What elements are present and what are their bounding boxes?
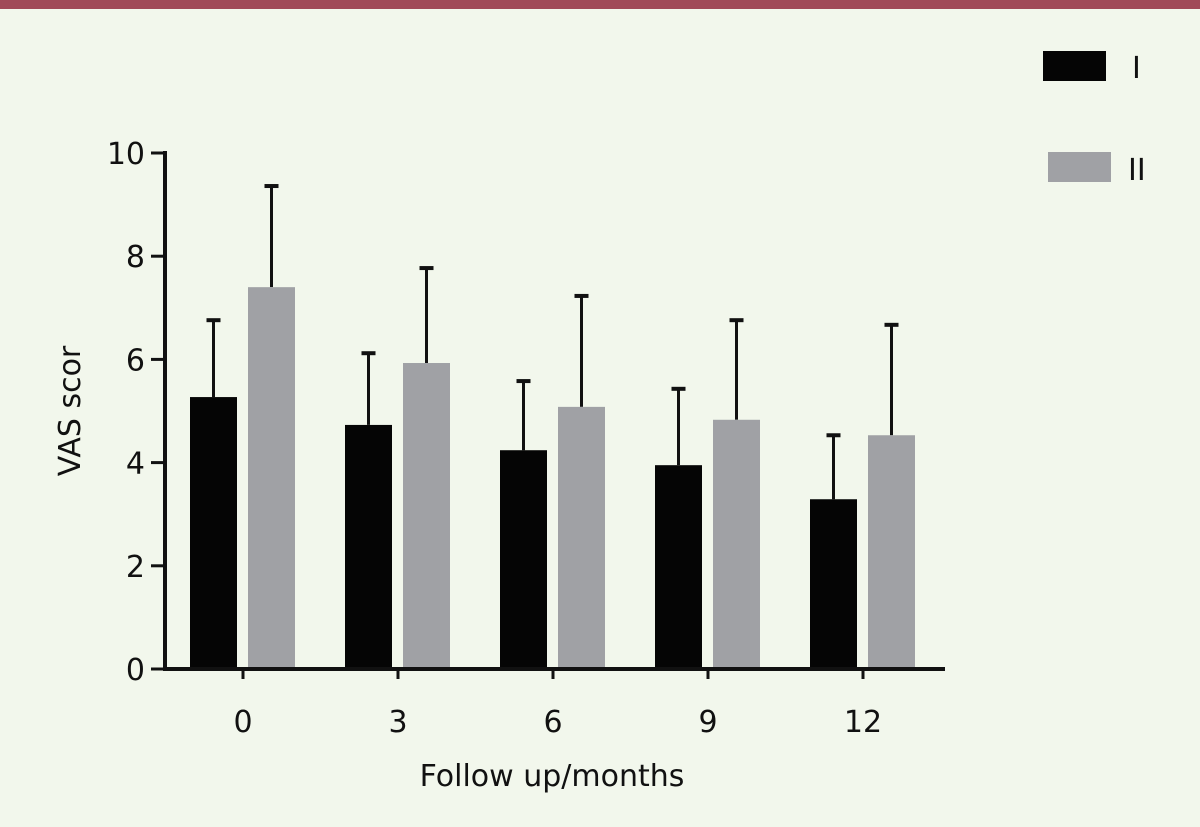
legend-swatch-II — [1048, 152, 1111, 182]
y-tick-label: 10 — [107, 137, 145, 172]
x-tick-label: 6 — [543, 705, 562, 740]
bar-I-6 — [500, 450, 547, 669]
bar-II-3 — [403, 363, 450, 669]
bar-I-0 — [190, 397, 237, 669]
x-tick-label: 9 — [698, 705, 717, 740]
x-tick-label: 0 — [233, 705, 252, 740]
bar-II-9 — [713, 419, 760, 669]
legend-label-I: I — [1132, 51, 1141, 86]
y-tick-label: 4 — [126, 447, 145, 482]
bar-I-12 — [810, 499, 857, 669]
x-tick-label: 3 — [388, 705, 407, 740]
legend-label-II: II — [1128, 153, 1146, 188]
y-axis-label: VAS scor — [53, 345, 88, 476]
y-tick-label: 6 — [126, 343, 145, 378]
legend: I II — [1043, 51, 1146, 188]
bar-I-3 — [345, 424, 392, 669]
bar-II-6 — [558, 406, 605, 669]
bar-II-12 — [868, 435, 915, 669]
y-tick-label: 2 — [126, 550, 145, 585]
x-tick-label: 12 — [844, 705, 882, 740]
top-border — [0, 0, 1200, 9]
y-tick-label: 0 — [126, 653, 145, 688]
legend-swatch-I — [1043, 51, 1106, 81]
x-axis-label: Follow up/months — [420, 759, 685, 794]
bar-I-9 — [655, 465, 702, 669]
bar-II-0 — [248, 287, 295, 669]
y-tick-label: 8 — [126, 240, 145, 275]
